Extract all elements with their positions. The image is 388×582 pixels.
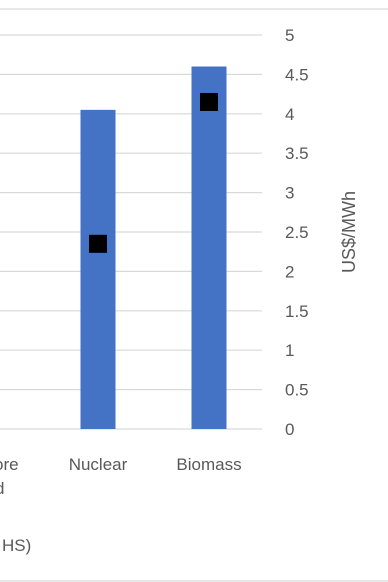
y-tick-label: 3.5 [285, 144, 309, 163]
y-tick-label: 1 [285, 341, 294, 360]
y-tick-label: 0 [285, 420, 294, 439]
marker-point [89, 234, 107, 253]
x-axis-category-labels: ored Nuclear Biomass [0, 455, 242, 498]
bar-nuclear [80, 109, 116, 430]
y-tick-label: 5 [285, 26, 294, 45]
x-category-label: Nuclear [69, 455, 128, 474]
y-tick-label: 4 [285, 105, 294, 124]
y-axis-title: US$/MWh [339, 191, 359, 273]
y-tick-label: 4.5 [285, 65, 309, 84]
bar-series [80, 66, 227, 430]
y-tick-label: 2 [285, 262, 294, 281]
y-tick-label: 3 [285, 184, 294, 203]
legend-text: HS) [2, 536, 31, 555]
y-tick-label: 1.5 [285, 302, 309, 321]
y-axis-tick-labels: 0 0.5 1 1.5 2 2.5 3 3.5 4 4.5 5 [285, 26, 309, 439]
x-category-label: ored [0, 455, 19, 498]
bar-biomass [191, 66, 227, 430]
x-category-label: Biomass [176, 455, 241, 474]
marker-point [200, 92, 218, 111]
y-tick-label: 0.5 [285, 381, 309, 400]
y-tick-label: 2.5 [285, 223, 309, 242]
marker-series [89, 92, 218, 253]
